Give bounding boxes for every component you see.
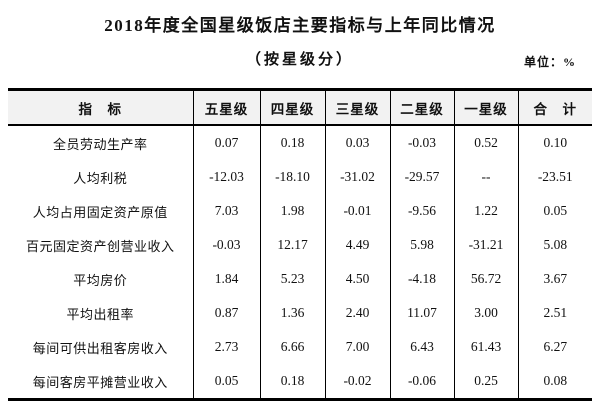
value-cell: 0.08 — [543, 373, 568, 388]
value-cell: 3.67 — [543, 271, 568, 286]
value-cell: -29.57 — [390, 160, 455, 194]
table-row: 人均占用固定资产原值 7.03 1.98 -0.01 -9.56 1.22 0.05 — [8, 194, 592, 228]
value-cell: 1.22 — [454, 194, 519, 228]
value-cell: 4.50 — [325, 262, 391, 296]
value-cell: 0.87 — [193, 296, 261, 330]
indicator-cell: 每间客房平摊营业收入 — [8, 364, 194, 400]
column-header: 三星级 — [325, 89, 391, 126]
value-cell: -0.01 — [325, 194, 391, 228]
table-body: 全员劳动生产率 0.07 0.18 0.03 -0.03 0.52 0.10 人均利税 -12.… — [8, 125, 592, 400]
value-cell: 2.40 — [325, 296, 391, 330]
header-row: 指 标五星级 四星级 三星级 二星级 一星级合 计 — [8, 89, 592, 126]
value-cell: 0.07 — [193, 125, 261, 160]
subtitle-row: （按星级分） 单位：% — [0, 49, 600, 71]
value-cell: 0.10 — [543, 135, 568, 150]
indicator-cell: 人均占用固定资产原值 — [8, 194, 194, 228]
value-cell: 0.03 — [325, 125, 391, 160]
column-header: 指 标 — [8, 89, 194, 126]
value-cell: 7.03 — [193, 194, 261, 228]
indicator-cell: 平均房价 — [8, 262, 194, 296]
value-cell: 0.52 — [454, 125, 519, 160]
column-header: 合 计 — [518, 89, 592, 126]
value-cell: 6.66 — [260, 330, 326, 364]
value-cell: -4.18 — [390, 262, 455, 296]
table-row: 每间客房平摊营业收入 0.05 0.18 -0.02 -0.06 0.25 0.08 — [8, 364, 592, 400]
value-cell: -0.03 — [390, 125, 455, 160]
value-cell: 2.73 — [193, 330, 261, 364]
table-row: 全员劳动生产率 0.07 0.18 0.03 -0.03 0.52 0.10 — [8, 125, 592, 160]
table-row: 每间可供出租客房收入 2.73 6.66 7.00 6.43 61.43 6.27 — [8, 330, 592, 364]
indicator-cell: 人均利税 — [8, 160, 194, 194]
indicator-cell: 平均出租率 — [8, 296, 194, 330]
value-cell: -31.02 — [325, 160, 391, 194]
page-subtitle: （按星级分） — [245, 52, 354, 68]
indicator-cell: 全员劳动生产率 — [8, 125, 194, 160]
value-cell: 5.23 — [260, 262, 326, 296]
value-cell: 12.17 — [260, 228, 326, 262]
value-cell: -12.03 — [193, 160, 261, 194]
value-cell: -23.51 — [537, 169, 573, 184]
column-header: 一星级 — [454, 89, 519, 126]
indicator-cell: 每间可供出租客房收入 — [8, 330, 194, 364]
value-cell: 0.05 — [193, 364, 261, 400]
table-row: 平均房价 1.84 5.23 4.50 -4.18 56.72 3.67 — [8, 262, 592, 296]
value-cell: 5.08 — [543, 237, 568, 252]
value-cell: -0.06 — [390, 364, 455, 400]
value-cell: 0.18 — [260, 364, 326, 400]
value-cell: 1.84 — [193, 262, 261, 296]
column-header: 四星级 — [260, 89, 326, 126]
value-cell: -18.10 — [260, 160, 326, 194]
value-cell: -0.02 — [325, 364, 391, 400]
value-cell: 0.18 — [260, 125, 326, 160]
value-cell: 6.43 — [390, 330, 455, 364]
value-cell: -9.56 — [390, 194, 455, 228]
table-row: 平均出租率 0.87 1.36 2.40 11.07 3.00 2.51 — [8, 296, 592, 330]
indicators-table: 指 标五星级 四星级 三星级 二星级 一星级合 计 全员劳动生产率 0.07 0.18 0.0… — [8, 88, 592, 401]
column-header: 二星级 — [390, 89, 455, 126]
value-cell: 3.00 — [454, 296, 519, 330]
table-row: 人均利税 -12.03 -18.10 -31.02 -29.57 -- -23.51 — [8, 160, 592, 194]
value-cell: 4.49 — [325, 228, 391, 262]
value-cell: 1.98 — [260, 194, 326, 228]
value-cell: 5.98 — [390, 228, 455, 262]
value-cell: 0.05 — [543, 203, 568, 218]
value-cell: 7.00 — [325, 330, 391, 364]
table-row: 百元固定资产创营业收入 -0.03 12.17 4.49 5.98 -31.21 5.08 — [8, 228, 592, 262]
page-title: 2018年度全国星级饭店主要指标与上年同比情况 — [104, 16, 496, 35]
value-cell: -- — [454, 160, 519, 194]
value-cell: 6.27 — [543, 339, 568, 354]
column-header: 五星级 — [193, 89, 261, 126]
value-cell: 2.51 — [543, 305, 568, 320]
value-cell: 56.72 — [454, 262, 519, 296]
value-cell: 1.36 — [260, 296, 326, 330]
unit-label: 单位：% — [523, 55, 576, 69]
indicator-cell: 百元固定资产创营业收入 — [8, 228, 194, 262]
value-cell: 0.25 — [454, 364, 519, 400]
value-cell: 11.07 — [390, 296, 455, 330]
value-cell: -0.03 — [193, 228, 261, 262]
value-cell: 61.43 — [454, 330, 519, 364]
value-cell: -31.21 — [454, 228, 519, 262]
